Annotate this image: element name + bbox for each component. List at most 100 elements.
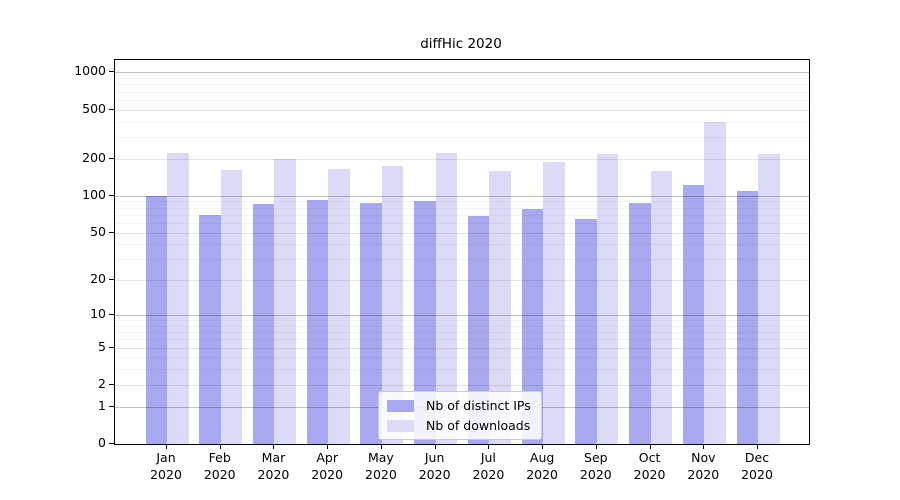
bar-distinct-ips-nov [682,184,705,444]
gridline-minor [115,325,809,327]
gridline-minor [115,121,809,123]
x-tick-label-feb: Feb 2020 [203,450,236,482]
plot-area [114,59,810,445]
gridline-100 [115,195,809,197]
x-tick-label-jul: Jul 2020 [472,450,505,482]
bar-distinct-ips-apr [306,199,329,444]
x-tick-mark [166,444,167,449]
bar-downloads-nov [704,121,726,444]
y-tick-mark [109,405,114,407]
x-tick-mark [757,444,759,449]
gridline-minor [115,244,809,246]
y-tick-label-10: 10 [90,306,106,322]
gridline-minor [115,332,809,334]
x-tick-mark [434,444,436,449]
gridline-minor [115,99,809,101]
y-tick-mark [109,231,114,233]
gridline-minor [115,320,809,322]
gridline-minor [115,259,809,261]
x-tick-mark [595,444,597,449]
y-tick-mark [109,71,114,73]
gridline-minor [115,201,809,203]
bar-distinct-ips-jan [145,196,167,444]
bar-distinct-ips-jun [414,200,436,444]
x-tick-mark [542,444,544,449]
y-tick-label-0: 0 [98,435,106,450]
x-tick-label-jun: Jun 2020 [418,450,451,482]
legend-item-distinct-ips: Nb of distinct IPs [387,398,531,413]
legend-swatch-distinct-ips [387,399,414,412]
legend-label-downloads: Nb of downloads [426,418,531,433]
gridline-minor [115,214,809,216]
bar-downloads-aug [543,161,565,444]
bar-downloads-may [381,165,404,444]
x-tick-label-oct: Oct 2020 [633,450,666,482]
y-tick-label-200: 200 [82,149,106,165]
x-tick-label-dec: Dec 2020 [741,450,773,482]
gridline-2 [115,384,809,386]
bar-distinct-ips-feb [199,214,221,444]
y-tick-mark [109,443,114,444]
bar-downloads-sep [596,153,619,444]
x-tick-label-apr: Apr 2020 [311,450,344,482]
gridline-20 [115,280,809,282]
bar-distinct-ips-sep [575,218,597,444]
gridline-10 [115,315,809,317]
legend-label-distinct-ips: Nb of distinct IPs [426,398,531,413]
y-tick-label-50: 50 [90,223,106,239]
gridline-500 [115,109,809,111]
gridline-1000 [115,72,809,74]
x-tick-label-jan: Jan 2020 [150,450,182,482]
x-tick-mark [219,444,221,449]
bar-downloads-dec [758,153,780,444]
legend-item-downloads: Nb of downloads [387,418,531,433]
y-tick-label-100: 100 [82,186,106,202]
x-tick-mark [649,444,651,449]
legend-swatch-downloads [387,419,414,432]
y-tick-mark [109,346,114,348]
gridline-minor [115,222,809,224]
y-tick-mark [109,108,114,110]
bar-downloads-apr [328,168,350,444]
y-tick-mark [109,194,114,196]
gridline-200 [115,158,809,160]
bar-distinct-ips-dec [736,190,759,444]
y-tick-mark [109,314,114,316]
x-tick-label-aug: Aug 2020 [526,450,559,482]
y-tick-label-1: 1 [98,397,106,413]
bar-distinct-ips-mar [252,203,275,444]
x-tick-label-may: May 2020 [365,450,397,482]
bar-downloads-feb [220,169,243,444]
chart-title: diffHic 2020 [420,36,502,52]
gridline-50 [115,232,809,234]
y-tick-label-5: 5 [98,338,106,354]
gridline-minor [115,207,809,209]
y-tick-mark [109,383,114,385]
gridline-minor [115,357,809,359]
legend: Nb of distinct IPs Nb of downloads [378,391,542,440]
y-tick-label-1000: 1000 [74,63,106,79]
x-tick-mark [273,444,275,449]
y-tick-label-2: 2 [98,375,106,391]
bar-downloads-mar [274,159,296,444]
gridline-minor [115,84,809,86]
bar-distinct-ips-aug [521,209,544,444]
bar-distinct-ips-jul [467,215,490,444]
gridline-5 [115,347,809,349]
x-tick-label-mar: Mar 2020 [257,450,290,482]
x-tick-label-sep: Sep 2020 [579,450,612,482]
x-tick-mark [488,444,490,449]
bar-downloads-jun [435,152,458,444]
x-tick-mark [380,444,382,449]
bar-downloads-jul [489,170,511,444]
bar-distinct-ips-oct [629,202,651,444]
y-tick-label-20: 20 [90,271,106,287]
y-tick-mark [109,279,114,281]
x-tick-label-nov: Nov 2020 [687,450,720,482]
y-tick-mark [109,157,114,159]
x-tick-mark [327,444,329,449]
y-tick-label-500: 500 [82,100,106,116]
gridline-minor [115,137,809,139]
gridline-minor [115,91,809,93]
